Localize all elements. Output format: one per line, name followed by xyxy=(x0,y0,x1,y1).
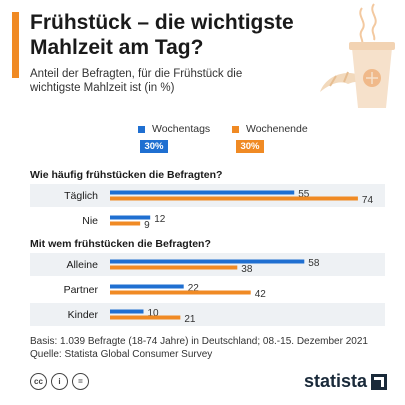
weekday-pill: 30% xyxy=(140,140,168,153)
data-label: 58 xyxy=(308,258,320,269)
bar xyxy=(110,315,181,320)
license-icons: cc i = xyxy=(30,373,89,390)
chart-subtitle: Anteil der Befragten, für die Frühstück … xyxy=(30,68,243,94)
row-band xyxy=(30,184,385,207)
data-label: 21 xyxy=(184,314,196,325)
equals-icon[interactable]: = xyxy=(72,373,89,390)
bar xyxy=(110,284,184,289)
legend-swatch-weekend xyxy=(232,125,239,133)
bar xyxy=(110,265,238,270)
footer: Basis: 1.039 Befragte (18-74 Jahre) in D… xyxy=(30,335,368,361)
data-label: 55 xyxy=(298,189,310,200)
group-heading: Wie häufig frühstücken die Befragten? xyxy=(30,169,222,181)
bar xyxy=(110,221,141,226)
category-label: Nie xyxy=(82,215,98,227)
legend-item-weekday: Wochentags xyxy=(138,123,210,135)
legend-label-weekend: Wochenende xyxy=(246,123,308,135)
data-label: 10 xyxy=(148,308,160,319)
bar xyxy=(110,190,295,195)
weekend-pill: 30% xyxy=(236,140,264,153)
footer-source: Quelle: Statista Global Consumer Survey xyxy=(30,349,213,360)
cc-icon[interactable]: cc xyxy=(30,373,47,390)
legend-item-weekend: Wochenende xyxy=(232,123,308,135)
bar xyxy=(110,196,358,201)
data-label: 38 xyxy=(241,264,253,275)
data-label: 42 xyxy=(255,289,267,300)
chart-title: Frühstück – die wichtigste Mahlzeit am T… xyxy=(30,11,294,59)
category-label: Partner xyxy=(64,284,99,296)
legend-swatch-weekday xyxy=(138,125,145,133)
brand-text: statista xyxy=(303,371,367,391)
group-heading: Mit wem frühstücken die Befragten? xyxy=(30,238,211,250)
row-band xyxy=(30,303,385,326)
data-label: 74 xyxy=(362,195,374,206)
accent-bar xyxy=(12,12,19,78)
info-icon[interactable]: i xyxy=(51,373,68,390)
category-label: Alleine xyxy=(66,259,98,271)
legend-label-weekday: Wochentags xyxy=(152,123,211,135)
category-label: Täglich xyxy=(64,190,98,202)
data-label: 9 xyxy=(144,220,150,231)
bar xyxy=(110,309,144,314)
category-label: Kinder xyxy=(68,309,99,321)
coffee-croissant-icon xyxy=(320,3,395,108)
bar xyxy=(110,259,305,264)
brand-mark-icon xyxy=(371,373,387,390)
bar xyxy=(110,290,251,295)
row-band xyxy=(30,253,385,276)
bar xyxy=(110,215,151,220)
footer-basis: Basis: 1.039 Befragte (18-74 Jahre) in D… xyxy=(30,336,368,347)
data-label: 22 xyxy=(188,283,200,294)
statista-logo[interactable]: statista xyxy=(304,371,387,392)
data-label: 12 xyxy=(154,214,166,225)
